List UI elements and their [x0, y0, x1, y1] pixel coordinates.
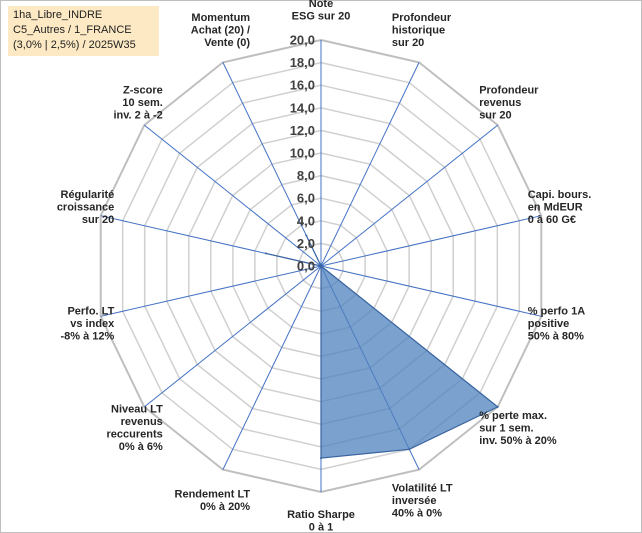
axis-label: Régularité croissance sur 20	[57, 189, 114, 226]
info-category: C5_Autres / 1_FRANCE	[13, 24, 132, 36]
axis-label: Note ESG sur 20	[292, 0, 351, 23]
data-point	[496, 405, 499, 408]
data-point	[320, 457, 322, 460]
info-title: 1ha_Libre_INDRE	[13, 9, 103, 21]
data-point	[320, 265, 322, 267]
tick-label: 8,0	[297, 168, 315, 183]
tick-label: 18,0	[290, 55, 315, 70]
axis-label: Z-score 10 sem. inv. 2 à -2	[113, 85, 162, 122]
axis-label: % perte max. sur 1 sem. inv. 50% à 20%	[479, 410, 557, 447]
tick-label: 12,0	[290, 123, 315, 138]
tick-label: 2,0	[297, 236, 315, 251]
info-box: 1ha_Libre_INDRE C5_Autres / 1_FRANCE (3,…	[8, 6, 159, 56]
tick-labels: 0,0 2,0 4,0 6,0 8,0 10,0 12,0 14,0 16,0 18,0 20,0	[290, 33, 315, 274]
axis-label: Profondeur revenus sur 20	[479, 85, 539, 122]
axis-label: Volatilité LT inversée 40% à 0%	[392, 482, 453, 519]
axis-label: Momentum Achat (20) / Vente (0)	[191, 12, 251, 49]
axis-label: % perfo 1A positive 50% à 80%	[528, 305, 586, 342]
tick-label: 20,0	[290, 33, 315, 48]
axis-spoke	[320, 62, 420, 267]
axis-spoke	[143, 265, 322, 408]
axis-spoke	[320, 265, 542, 317]
axis-label: Profondeur historique sur 20	[392, 12, 452, 49]
axis-spoke	[143, 124, 322, 267]
axis-spoke	[320, 215, 542, 267]
axis-spoke	[222, 62, 322, 267]
tick-label: 16,0	[290, 78, 315, 93]
tick-label: 6,0	[297, 191, 315, 206]
axis-label: Capi. bours. en MdEUR 0 à 60 G€	[528, 189, 592, 226]
tick-label: 0,0	[297, 259, 315, 274]
axis-label: Perfo. LT vs index -8% à 12%	[60, 305, 115, 342]
data-series	[264, 234, 499, 460]
data-point	[408, 448, 411, 451]
axis-label: Ratio Sharpe 0 à 1	[287, 509, 355, 533]
axis-label: Rendement LT 0% à 20%	[175, 489, 251, 514]
axis-labels: Note ESG sur 20 Profondeur historique sur 20…	[57, 0, 591, 533]
tick-label: 10,0	[290, 146, 315, 161]
info-params: (3,0% | 2,5%) / 2025W35	[13, 39, 136, 51]
tick-label: 14,0	[290, 100, 315, 115]
axis-spoke	[222, 265, 322, 470]
axis-label: Niveau LT revenus reccurents 0% à 6%	[107, 404, 164, 454]
data-point	[305, 234, 308, 237]
tick-label: 4,0	[297, 213, 315, 228]
axis-spoke	[320, 124, 499, 267]
data-point	[264, 252, 267, 255]
axis-spoke	[100, 265, 322, 317]
